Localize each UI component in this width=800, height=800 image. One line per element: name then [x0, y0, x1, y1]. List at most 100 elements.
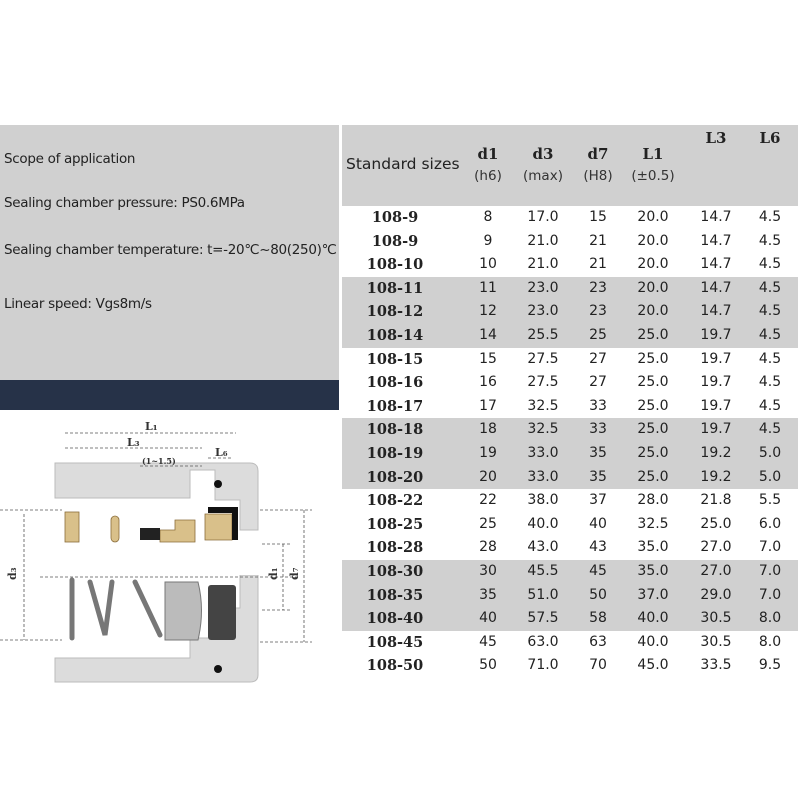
- label-L1: L₁: [145, 420, 158, 433]
- cell-value: 23: [589, 279, 607, 296]
- cell-value: 30.5: [700, 633, 732, 650]
- cell-value: 19.7: [700, 326, 732, 343]
- cell-value: 19.2: [700, 468, 732, 485]
- cell-value: 15: [589, 209, 607, 225]
- table-row: 108-25 25 40.0 40 32.5 25.0 6.0: [342, 513, 798, 537]
- size-code: 108-14: [366, 326, 424, 344]
- table-row: 108-14 14 25.5 25 25.0 19.7 4.5: [342, 323, 798, 348]
- cell-value: 14.7: [700, 232, 732, 249]
- cell-value: 15: [479, 350, 497, 367]
- cell-value: 71.0: [527, 657, 559, 674]
- table-row: 108-40 40 57.5 58 40.0 30.5 8.0: [342, 607, 798, 631]
- cell-value: 14: [479, 326, 497, 343]
- header-d7: d7: [587, 145, 609, 163]
- cell-value: 4.5: [758, 232, 782, 249]
- cell-value: 30: [479, 562, 497, 579]
- table-row: 108-9 8 17.0 15 20.0 14.7 4.5: [342, 206, 798, 230]
- dimension-lines: [0, 432, 312, 643]
- label-d3: d₃: [6, 567, 19, 580]
- header-d3-sub: (max): [523, 168, 563, 184]
- cell-value: 50: [479, 657, 497, 674]
- cell-value: 19.7: [700, 350, 732, 367]
- size-code: 108-40: [366, 610, 424, 628]
- label-L3: L₃: [127, 436, 140, 449]
- cell-value: 27.0: [700, 539, 732, 556]
- table-row: 108-35 35 51.0 50 37.0 29.0 7.0: [342, 583, 798, 608]
- cell-value: 40.0: [637, 633, 669, 650]
- cell-value: 4.5: [758, 397, 782, 414]
- cell-value: 4.5: [758, 256, 782, 273]
- size-code: 108-20: [366, 468, 424, 486]
- cell-value: 8.0: [758, 610, 782, 627]
- table-row: 108-20 20 33.0 35 25.0 19.2 5.0: [342, 465, 798, 490]
- cell-value: 14.7: [700, 209, 732, 225]
- cell-value: 9: [483, 232, 493, 249]
- cell-value: 32.5: [637, 515, 669, 532]
- cell-value: 7.0: [758, 586, 782, 603]
- divider-band: [0, 380, 339, 410]
- header-standard-sizes: Standard sizes: [346, 155, 460, 173]
- size-code: 108-22: [366, 492, 424, 510]
- header-L1-sub: (±0.5): [631, 168, 675, 184]
- cell-value: 27.0: [700, 562, 732, 579]
- size-code: 108-17: [366, 397, 424, 415]
- cell-value: 35.0: [637, 562, 669, 579]
- cell-value: 28: [479, 539, 497, 556]
- table-row: 108-15 15 27.5 27 25.0 19.7 4.5: [342, 348, 798, 372]
- label-d1: d₁: [267, 567, 280, 580]
- cell-value: 4.5: [758, 350, 782, 367]
- cell-value: 25.0: [637, 350, 669, 367]
- size-code: 108-16: [366, 374, 424, 392]
- table-row: 108-9 9 21.0 21 20.0 14.7 4.5: [342, 230, 798, 254]
- cell-value: 35: [589, 444, 607, 461]
- cell-value: 20.0: [637, 232, 669, 249]
- cell-value: 21: [589, 232, 607, 249]
- cell-value: 33: [589, 421, 607, 438]
- header-d7-sub: (H8): [583, 168, 613, 184]
- spring: [69, 577, 163, 641]
- cell-value: 4.5: [758, 209, 782, 225]
- label-d7: d₇: [288, 567, 301, 580]
- cell-value: 21.8: [700, 492, 732, 509]
- speed-text: Linear speed: Vgs8m/s: [4, 296, 152, 312]
- cell-value: 51.0: [527, 586, 559, 603]
- gasket: [208, 507, 238, 540]
- cell-value: 21.0: [527, 256, 559, 273]
- size-code: 108-15: [366, 350, 424, 368]
- seal-diagram: L₁ L₃ (1~1.5) L₆ d₃ d₁ d₇: [0, 420, 312, 683]
- temperature-text: Sealing chamber temperature: t=-20℃~80(2…: [4, 242, 337, 258]
- cell-value: 70: [589, 657, 607, 674]
- cell-value: 33.0: [527, 444, 559, 461]
- cell-value: 25: [479, 515, 497, 532]
- cell-value: 17: [479, 397, 497, 414]
- size-code: 108-11: [366, 279, 424, 297]
- cell-value: 6.0: [758, 515, 782, 532]
- cell-value: 22: [479, 492, 497, 509]
- cell-value: 23: [589, 303, 607, 320]
- cell-value: 40: [589, 515, 607, 532]
- size-code: 108-30: [366, 562, 424, 580]
- cell-value: 19.7: [700, 397, 732, 414]
- table-body: 108-9 8 17.0 15 20.0 14.7 4.5 108-9 9 21.0 21 20.0 1…: [342, 206, 798, 678]
- table-row: 108-11 11 23.0 23 20.0 14.7 4.5: [342, 276, 798, 301]
- cell-value: 4.5: [758, 374, 782, 391]
- cell-value: 25.0: [637, 326, 669, 343]
- cell-value: 27: [589, 350, 607, 367]
- cell-value: 37.0: [637, 586, 669, 603]
- header-L3: L3: [705, 129, 727, 147]
- size-code: 108-35: [366, 586, 424, 604]
- cell-value: 20.0: [637, 303, 669, 320]
- cell-value: 8.0: [758, 633, 782, 650]
- pressure-text: Sealing chamber pressure: PS0.6MPa: [4, 195, 245, 211]
- cell-value: 32.5: [527, 397, 559, 414]
- cell-value: 29.0: [700, 586, 732, 603]
- cell-value: 25.0: [637, 468, 669, 485]
- table-row: 108-19 19 33.0 35 25.0 19.2 5.0: [342, 441, 798, 466]
- size-table: Standard sizes d1 (h6) d3 (max) d7 (H8) …: [342, 125, 798, 678]
- cell-value: 35: [479, 586, 497, 603]
- cell-value: 63.0: [527, 633, 559, 650]
- cell-value: 27: [589, 374, 607, 391]
- cell-value: 5.5: [758, 492, 782, 509]
- cell-value: 27.5: [527, 350, 559, 367]
- table-row: 108-22 22 38.0 37 28.0 21.8 5.5: [342, 489, 798, 513]
